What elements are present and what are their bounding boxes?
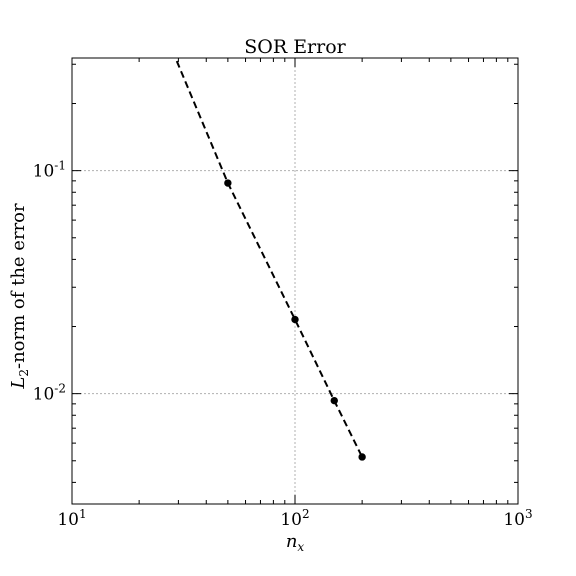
x-tick-label: 102 [280,507,309,530]
x-tick-label: 103 [503,507,532,530]
data-point [359,454,365,460]
y-tick-label: 10-1 [33,159,66,182]
data-point [292,316,298,322]
y-axis-label: L2-norm of the error [8,203,31,390]
chart-title: SOR Error [244,36,346,58]
data-point [225,180,231,186]
x-axis-label: nx [286,531,305,554]
y-tick-label: 10-2 [33,382,66,405]
data-point [331,397,337,403]
x-tick-label: 101 [57,507,86,530]
plot-background [72,58,518,504]
